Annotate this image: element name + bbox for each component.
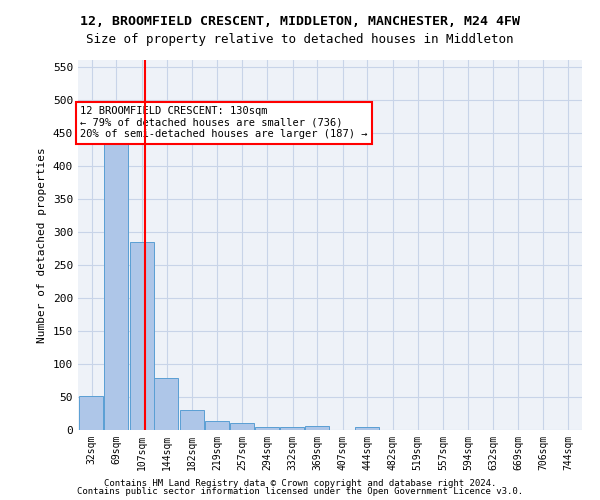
Bar xyxy=(104,128,128,430)
Y-axis label: Number of detached properties: Number of detached properties xyxy=(37,147,47,343)
Text: 12 BROOMFIELD CRESCENT: 130sqm
← 79% of detached houses are smaller (736)
20% of: 12 BROOMFIELD CRESCENT: 130sqm ← 79% of … xyxy=(80,106,368,140)
Text: Contains public sector information licensed under the Open Government Licence v3: Contains public sector information licen… xyxy=(77,487,523,496)
Bar xyxy=(79,396,103,430)
Bar xyxy=(305,426,329,430)
Bar xyxy=(255,426,279,430)
Bar xyxy=(180,410,204,430)
Bar xyxy=(230,424,254,430)
Text: Contains HM Land Registry data © Crown copyright and database right 2024.: Contains HM Land Registry data © Crown c… xyxy=(104,478,496,488)
Bar xyxy=(130,242,154,430)
Text: Size of property relative to detached houses in Middleton: Size of property relative to detached ho… xyxy=(86,32,514,46)
Bar xyxy=(154,378,178,430)
Bar xyxy=(205,421,229,430)
Bar xyxy=(280,426,304,430)
Text: 12, BROOMFIELD CRESCENT, MIDDLETON, MANCHESTER, M24 4FW: 12, BROOMFIELD CRESCENT, MIDDLETON, MANC… xyxy=(80,15,520,28)
Bar xyxy=(355,426,379,430)
